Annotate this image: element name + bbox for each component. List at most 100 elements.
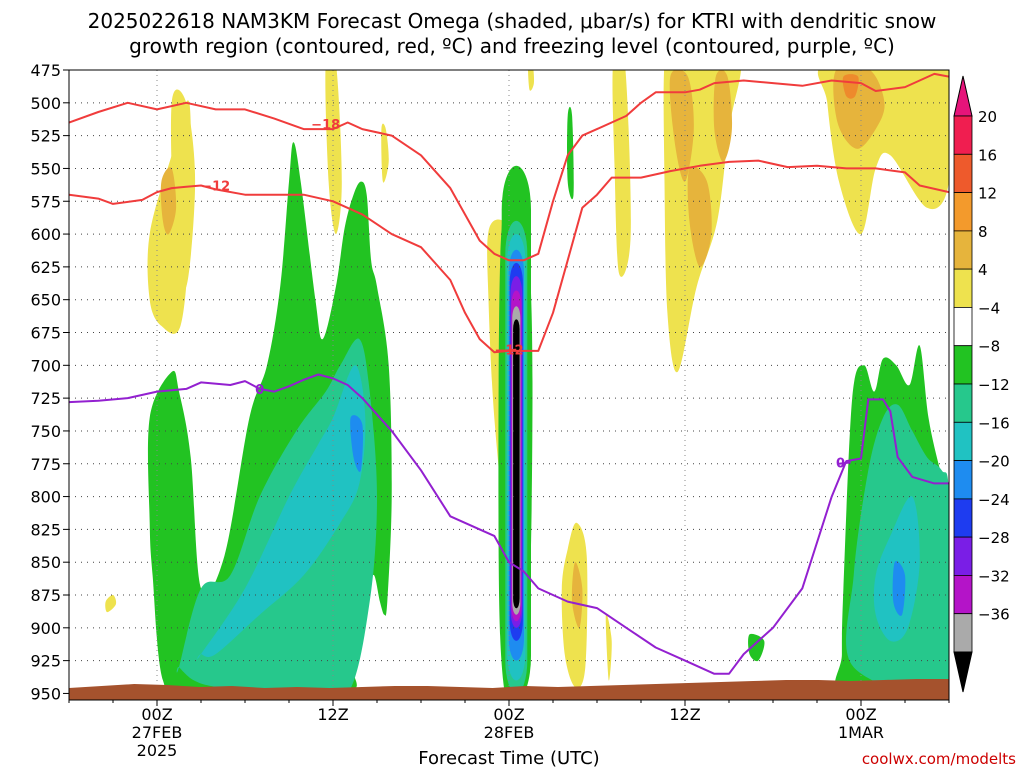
x-tick-label: 27FEB (132, 723, 183, 742)
y-tick-label: 875 (30, 586, 61, 605)
colorbar-box (953, 345, 973, 385)
y-tick-label: 825 (30, 520, 61, 539)
contour-line-0 (838, 461, 851, 465)
y-tick-label: 550 (30, 159, 61, 178)
omega-region-8 (160, 167, 177, 235)
colorbar-label: 20 (978, 108, 997, 126)
colorbar-label: −32 (978, 567, 1010, 585)
y-tick-label: 950 (30, 684, 61, 703)
contour-line--12 (501, 348, 517, 352)
y-tick-label: 650 (30, 291, 61, 310)
y-tick-label: 775 (30, 455, 61, 474)
x-tick-label: 1MAR (838, 723, 884, 742)
colorbar-label: −24 (978, 491, 1010, 509)
contour-label: −12 (495, 344, 524, 359)
colorbar-label: −12 (978, 376, 1010, 394)
y-tick-label: 500 (30, 94, 61, 113)
terrain-ground (69, 679, 949, 700)
colorbar-box (953, 536, 973, 576)
omega-region--16 (892, 561, 906, 616)
y-tick-label: 900 (30, 619, 61, 638)
contour-label: −12 (201, 180, 230, 195)
colorbar-label: −20 (978, 453, 1010, 471)
omega-region-4 (170, 89, 196, 289)
grid-lines (69, 70, 949, 700)
omega-region-4 (381, 123, 389, 183)
omega-region-8 (669, 70, 694, 182)
plot-area: −18 −12 −12 0 0 (69, 70, 949, 700)
colorbar-box (953, 460, 973, 500)
colorbar-label: −36 (978, 606, 1010, 624)
y-tick-label: 625 (30, 258, 61, 277)
y-tick-label: 750 (30, 422, 61, 441)
y-tick-label: 575 (30, 192, 61, 211)
contour-label: 0 (255, 383, 264, 398)
chart-title-line1: 2025022618 NAM3KM Forecast Omega (shaded… (88, 9, 937, 33)
colorbar-box (953, 306, 973, 347)
colorbar-box (953, 192, 973, 232)
contour-lines: −18 −12 −12 0 0 (69, 72, 949, 675)
omega-region-4 (528, 70, 535, 91)
x-tick-label: 12Z (317, 705, 348, 724)
x-tick-label: 28FEB (484, 723, 535, 742)
omega-core--36 (513, 319, 520, 609)
omega-region--16 (350, 415, 364, 472)
contour-label: 0 (836, 456, 845, 471)
colorbar-box (953, 230, 973, 270)
omega-region-12 (842, 74, 859, 99)
colorbar-bottom-arrow (953, 651, 973, 693)
x-tick-label: 00Z (845, 705, 876, 724)
x-tick-label: 2025 (137, 741, 178, 760)
y-axis: 475 500 525 550 575 600 625 650 675 700 725 750 775 8… (30, 61, 69, 703)
y-tick-label: 475 (30, 61, 61, 80)
colorbar-label: −16 (978, 414, 1010, 432)
y-tick-label: 675 (30, 324, 61, 343)
colorbar-box (953, 421, 973, 461)
colorbar: 20 16 12 8 4 −4 −8 −12 −16 −20 −24 −28 −32 −36 (953, 75, 1010, 693)
contour-line-0 (69, 373, 949, 675)
x-tick-label: 00Z (493, 705, 524, 724)
colorbar-label: 4 (978, 261, 988, 279)
y-tick-label: 800 (30, 488, 61, 507)
colorbar-box (953, 115, 973, 155)
contour-label: −18 (311, 118, 340, 133)
omega-region--12 (197, 365, 366, 659)
y-tick-label: 925 (30, 652, 61, 671)
contour-line--18 (69, 72, 949, 262)
colorbar-label: −4 (978, 299, 1000, 317)
omega-region-4 (105, 594, 117, 613)
omega-region-4 (612, 70, 631, 277)
colorbar-box (953, 498, 973, 538)
omega-region-8 (713, 70, 733, 162)
credit-text[interactable]: coolwx.com/modelts (862, 750, 1016, 768)
colorbar-label: 12 (978, 185, 997, 203)
colorbar-label: −8 (978, 338, 1000, 356)
colorbar-box (953, 575, 973, 615)
colorbar-label: 8 (978, 223, 988, 241)
omega-region-4 (605, 613, 612, 681)
colorbar-box (953, 383, 973, 423)
y-tick-label: 725 (30, 389, 61, 408)
omega-region--8 (176, 338, 377, 700)
colorbar-box (953, 268, 973, 308)
x-tick-label: 00Z (141, 705, 172, 724)
y-tick-label: 600 (30, 225, 61, 244)
chart-title-line2: growth region (contoured, red, ºC) and f… (129, 34, 895, 58)
colorbar-top-arrow (953, 75, 973, 117)
x-tick-label: 12Z (669, 705, 700, 724)
colorbar-label: 16 (978, 146, 997, 164)
x-axis-title: Forecast Time (UTC) (418, 748, 599, 768)
omega-region-4 (325, 70, 342, 235)
omega-region--4 (748, 633, 765, 662)
omega-region-8 (687, 166, 712, 268)
y-tick-label: 850 (30, 553, 61, 572)
y-tick-label: 525 (30, 127, 61, 146)
y-tick-label: 700 (30, 356, 61, 375)
colorbar-box (953, 613, 973, 653)
contour-line--12 (69, 159, 949, 354)
colorbar-box (953, 153, 973, 194)
omega-region-8 (571, 562, 583, 628)
colorbar-label: −28 (978, 529, 1010, 547)
